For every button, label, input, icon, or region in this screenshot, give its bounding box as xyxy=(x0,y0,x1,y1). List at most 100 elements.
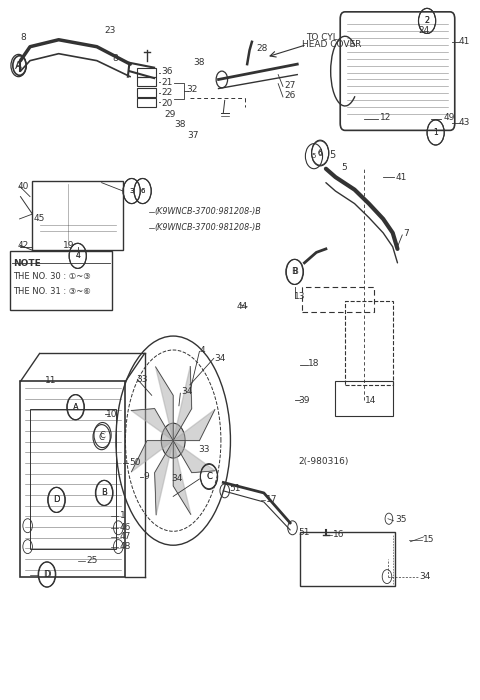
Text: 28: 28 xyxy=(257,43,268,52)
Text: 33: 33 xyxy=(136,374,147,384)
Polygon shape xyxy=(173,366,192,440)
Text: B: B xyxy=(101,489,107,498)
Bar xyxy=(345,301,393,385)
Polygon shape xyxy=(173,440,215,473)
Text: 2(-980316): 2(-980316) xyxy=(298,457,348,466)
Text: 47: 47 xyxy=(120,533,131,541)
Text: D: D xyxy=(53,496,60,505)
Text: 39: 39 xyxy=(299,395,310,405)
Polygon shape xyxy=(131,409,173,440)
Text: HEAD COVER: HEAD COVER xyxy=(302,40,361,49)
Text: B: B xyxy=(291,267,297,276)
Text: 34: 34 xyxy=(172,475,183,484)
Text: 13: 13 xyxy=(294,292,306,301)
Text: B: B xyxy=(102,489,108,498)
Bar xyxy=(336,382,393,416)
Text: D: D xyxy=(44,570,50,579)
Text: 15: 15 xyxy=(423,535,434,544)
Text: 11: 11 xyxy=(45,376,57,385)
Text: 37: 37 xyxy=(188,131,199,140)
Text: B: B xyxy=(292,267,298,276)
Text: 26: 26 xyxy=(284,91,295,100)
FancyBboxPatch shape xyxy=(10,251,112,309)
Text: 38: 38 xyxy=(174,120,186,130)
Text: 34: 34 xyxy=(182,387,193,396)
Text: A: A xyxy=(72,402,78,412)
Text: 1: 1 xyxy=(433,128,438,137)
Text: 42: 42 xyxy=(17,241,28,250)
Text: 29: 29 xyxy=(165,110,176,119)
Text: 43: 43 xyxy=(458,118,470,127)
Bar xyxy=(21,382,125,577)
Text: 32: 32 xyxy=(187,85,198,94)
Bar xyxy=(137,88,156,97)
Text: 34: 34 xyxy=(419,572,431,581)
Text: A: A xyxy=(73,402,79,412)
Text: C: C xyxy=(100,430,106,440)
Text: C: C xyxy=(206,472,212,481)
Text: 5: 5 xyxy=(312,153,316,159)
Text: 8: 8 xyxy=(112,54,118,63)
Polygon shape xyxy=(173,410,215,440)
Text: D: D xyxy=(53,496,60,505)
Bar xyxy=(30,410,116,549)
Text: 38: 38 xyxy=(193,58,205,67)
Text: 25: 25 xyxy=(86,556,98,565)
Text: 48: 48 xyxy=(120,542,131,551)
Text: C: C xyxy=(206,473,212,482)
Text: (K9WNCB-3700:981208-)B: (K9WNCB-3700:981208-)B xyxy=(154,223,261,232)
Text: 21: 21 xyxy=(162,78,173,87)
Text: 36: 36 xyxy=(162,66,173,76)
Text: 35: 35 xyxy=(395,515,407,524)
Text: THE NO. 30 : ①~③: THE NO. 30 : ①~③ xyxy=(13,272,91,281)
Text: 6: 6 xyxy=(318,149,323,158)
Text: 27: 27 xyxy=(284,80,295,90)
Text: 40: 40 xyxy=(17,182,28,190)
Text: 16: 16 xyxy=(333,530,345,538)
Text: 14: 14 xyxy=(365,395,376,405)
Text: 23: 23 xyxy=(104,26,115,35)
Polygon shape xyxy=(173,440,191,514)
Bar xyxy=(137,69,156,78)
Text: 5: 5 xyxy=(329,150,336,160)
Text: 8: 8 xyxy=(21,33,26,42)
Text: 6: 6 xyxy=(318,150,323,155)
Text: TO CYL.: TO CYL. xyxy=(306,33,340,42)
Text: 51: 51 xyxy=(299,528,310,537)
Text: (K9WNCB-3700:981208-)B: (K9WNCB-3700:981208-)B xyxy=(154,207,261,216)
Bar xyxy=(33,181,123,251)
Text: 46: 46 xyxy=(120,523,131,531)
Text: 41: 41 xyxy=(395,173,407,181)
Text: 4: 4 xyxy=(75,251,80,260)
Text: 9: 9 xyxy=(143,473,149,482)
Text: NOTE: NOTE xyxy=(13,260,41,268)
Text: 18: 18 xyxy=(308,359,320,368)
Text: 49: 49 xyxy=(444,113,455,122)
Text: C: C xyxy=(99,433,105,442)
Text: 44: 44 xyxy=(237,302,248,311)
Text: 24: 24 xyxy=(418,26,429,35)
Text: 10: 10 xyxy=(107,410,118,419)
Text: 3: 3 xyxy=(130,188,134,194)
Polygon shape xyxy=(156,367,173,440)
Text: 20: 20 xyxy=(162,99,173,108)
Polygon shape xyxy=(132,440,173,472)
Text: 1: 1 xyxy=(433,128,438,137)
Text: 2: 2 xyxy=(425,16,430,25)
Circle shape xyxy=(161,424,185,458)
Text: 50: 50 xyxy=(129,458,141,468)
Text: 22: 22 xyxy=(162,88,173,97)
Text: 4: 4 xyxy=(75,251,80,260)
Text: 45: 45 xyxy=(34,214,45,223)
Text: 6: 6 xyxy=(140,188,145,194)
Text: D: D xyxy=(44,570,50,579)
Text: 3: 3 xyxy=(130,188,134,194)
Text: 7: 7 xyxy=(404,229,409,238)
Text: 1: 1 xyxy=(120,512,125,520)
Text: 19: 19 xyxy=(63,241,75,250)
Text: THE NO. 31 : ③~⑥: THE NO. 31 : ③~⑥ xyxy=(13,287,91,296)
Text: 51: 51 xyxy=(229,484,241,493)
Text: 41: 41 xyxy=(458,36,470,46)
Text: A: A xyxy=(15,60,22,71)
Text: A: A xyxy=(16,61,22,70)
